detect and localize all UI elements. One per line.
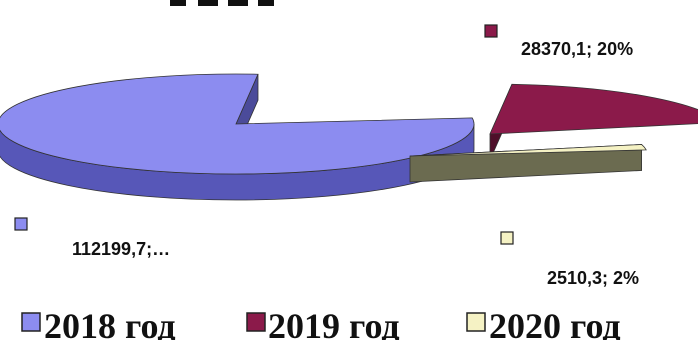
pie-slice-2020: [409, 144, 647, 183]
data-label-text-2018: 112199,7;…: [72, 239, 170, 259]
legend-item-2018: 2018 год: [21, 306, 176, 340]
data-label-text-2019: 28370,1; 20%: [521, 39, 633, 59]
slice-top-1: [489, 83, 698, 135]
data-label-2019: 28370,1; 20%: [484, 24, 633, 59]
title-fragment: [170, 0, 274, 6]
legend-label-2020: 2020 год: [489, 306, 621, 340]
legend-label-2018: 2018 год: [44, 306, 176, 340]
legend-item-2019: 2019 год: [246, 306, 400, 340]
pie-slices: [0, 73, 698, 201]
pie-slice-2018: [0, 73, 475, 201]
slice-top-0: [0, 73, 475, 175]
legend-label-2019: 2019 год: [268, 306, 400, 340]
data-label-2018: 112199,7;…: [14, 217, 170, 259]
legend: 2018 год 2019 год 2020 год: [21, 306, 621, 340]
legend-swatch-2018: [21, 312, 41, 332]
data-label-text-2020: 2510,3; 2%: [547, 268, 639, 288]
legend-item-2020: 2020 год: [466, 306, 621, 340]
slice-top-2: [409, 144, 647, 157]
label-marker-2019: [484, 24, 498, 38]
label-marker-2018: [14, 217, 28, 231]
legend-swatch-2020: [466, 312, 486, 332]
pie-slice-2019: [489, 83, 698, 161]
label-marker-2020: [500, 231, 514, 245]
legend-swatch-2019: [246, 312, 266, 332]
data-label-2020: 2510,3; 2%: [500, 231, 639, 288]
